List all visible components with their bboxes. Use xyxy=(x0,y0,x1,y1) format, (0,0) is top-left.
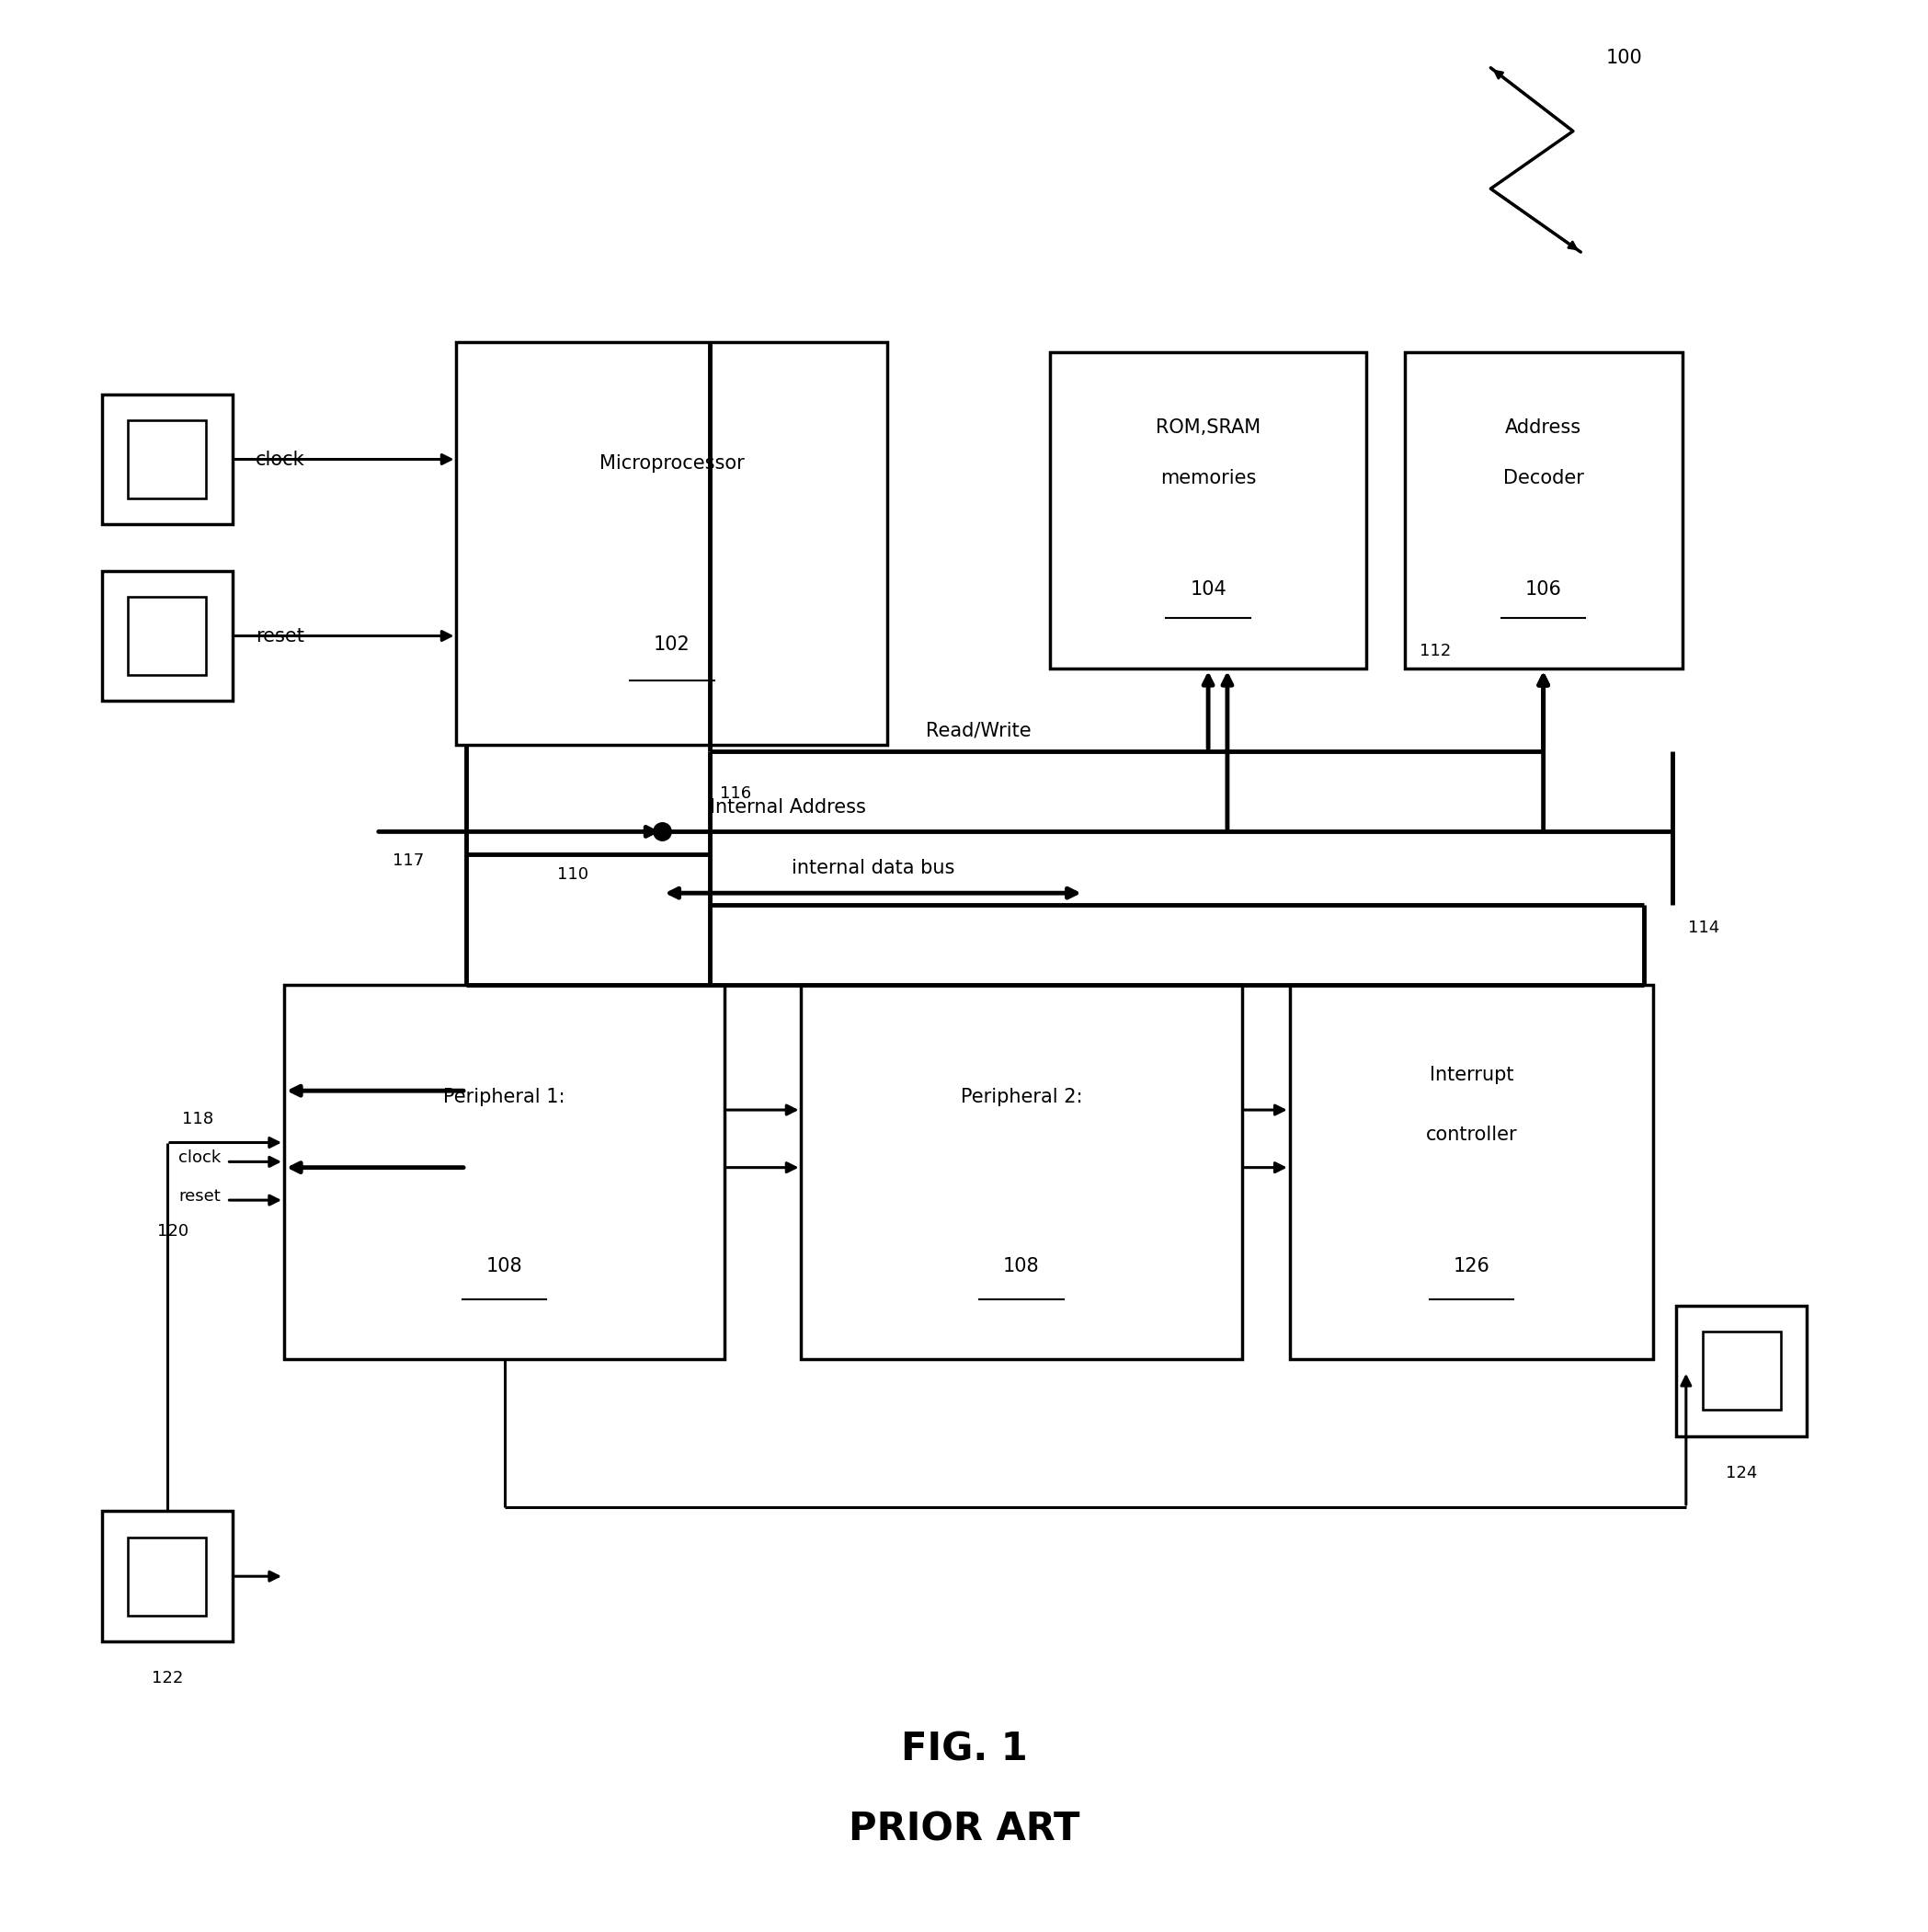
Text: 104: 104 xyxy=(1190,580,1226,599)
Text: FIG. 1: FIG. 1 xyxy=(900,1729,1028,1768)
Bar xyxy=(1051,352,1367,668)
Bar xyxy=(102,570,233,701)
Text: 120: 120 xyxy=(156,1223,189,1238)
Bar xyxy=(102,1511,233,1642)
Text: PRIOR ART: PRIOR ART xyxy=(848,1810,1080,1849)
Bar xyxy=(1404,352,1683,668)
Bar xyxy=(102,394,233,526)
Bar xyxy=(802,985,1242,1360)
Text: Decoder: Decoder xyxy=(1504,469,1583,487)
Text: Microprocessor: Microprocessor xyxy=(600,454,744,471)
Text: 118: 118 xyxy=(181,1111,214,1128)
Bar xyxy=(1702,1331,1781,1410)
Text: 122: 122 xyxy=(152,1671,183,1687)
Text: Peripheral 1:: Peripheral 1: xyxy=(443,1088,565,1107)
Text: Peripheral 2:: Peripheral 2: xyxy=(960,1088,1082,1107)
Text: memories: memories xyxy=(1161,469,1257,487)
Text: 108: 108 xyxy=(486,1256,522,1275)
Bar xyxy=(457,342,887,746)
Text: controller: controller xyxy=(1425,1126,1517,1144)
Text: clock: clock xyxy=(254,450,305,469)
Bar xyxy=(1677,1306,1807,1435)
Text: 126: 126 xyxy=(1454,1256,1490,1275)
Text: clock: clock xyxy=(179,1150,222,1167)
Bar xyxy=(1290,985,1654,1360)
Text: 100: 100 xyxy=(1606,48,1643,68)
Text: reset: reset xyxy=(254,626,305,645)
Text: 116: 116 xyxy=(719,786,752,802)
Text: Address: Address xyxy=(1506,419,1581,437)
Bar xyxy=(283,985,725,1360)
Text: Internal Address: Internal Address xyxy=(710,798,866,817)
Text: 106: 106 xyxy=(1525,580,1562,599)
Text: ROM,SRAM: ROM,SRAM xyxy=(1155,419,1261,437)
Text: 124: 124 xyxy=(1726,1464,1758,1482)
Text: reset: reset xyxy=(179,1188,222,1204)
Text: internal data bus: internal data bus xyxy=(792,860,954,877)
Bar xyxy=(127,419,206,498)
Bar xyxy=(127,1538,206,1615)
Text: 110: 110 xyxy=(557,866,588,883)
Text: 117: 117 xyxy=(393,852,424,869)
Text: 108: 108 xyxy=(1003,1256,1039,1275)
Text: Interrupt: Interrupt xyxy=(1429,1066,1513,1084)
Text: Read/Write: Read/Write xyxy=(925,721,1031,740)
Text: 102: 102 xyxy=(654,636,690,653)
Text: 114: 114 xyxy=(1687,920,1720,935)
Text: 112: 112 xyxy=(1419,643,1452,659)
Bar xyxy=(127,597,206,674)
